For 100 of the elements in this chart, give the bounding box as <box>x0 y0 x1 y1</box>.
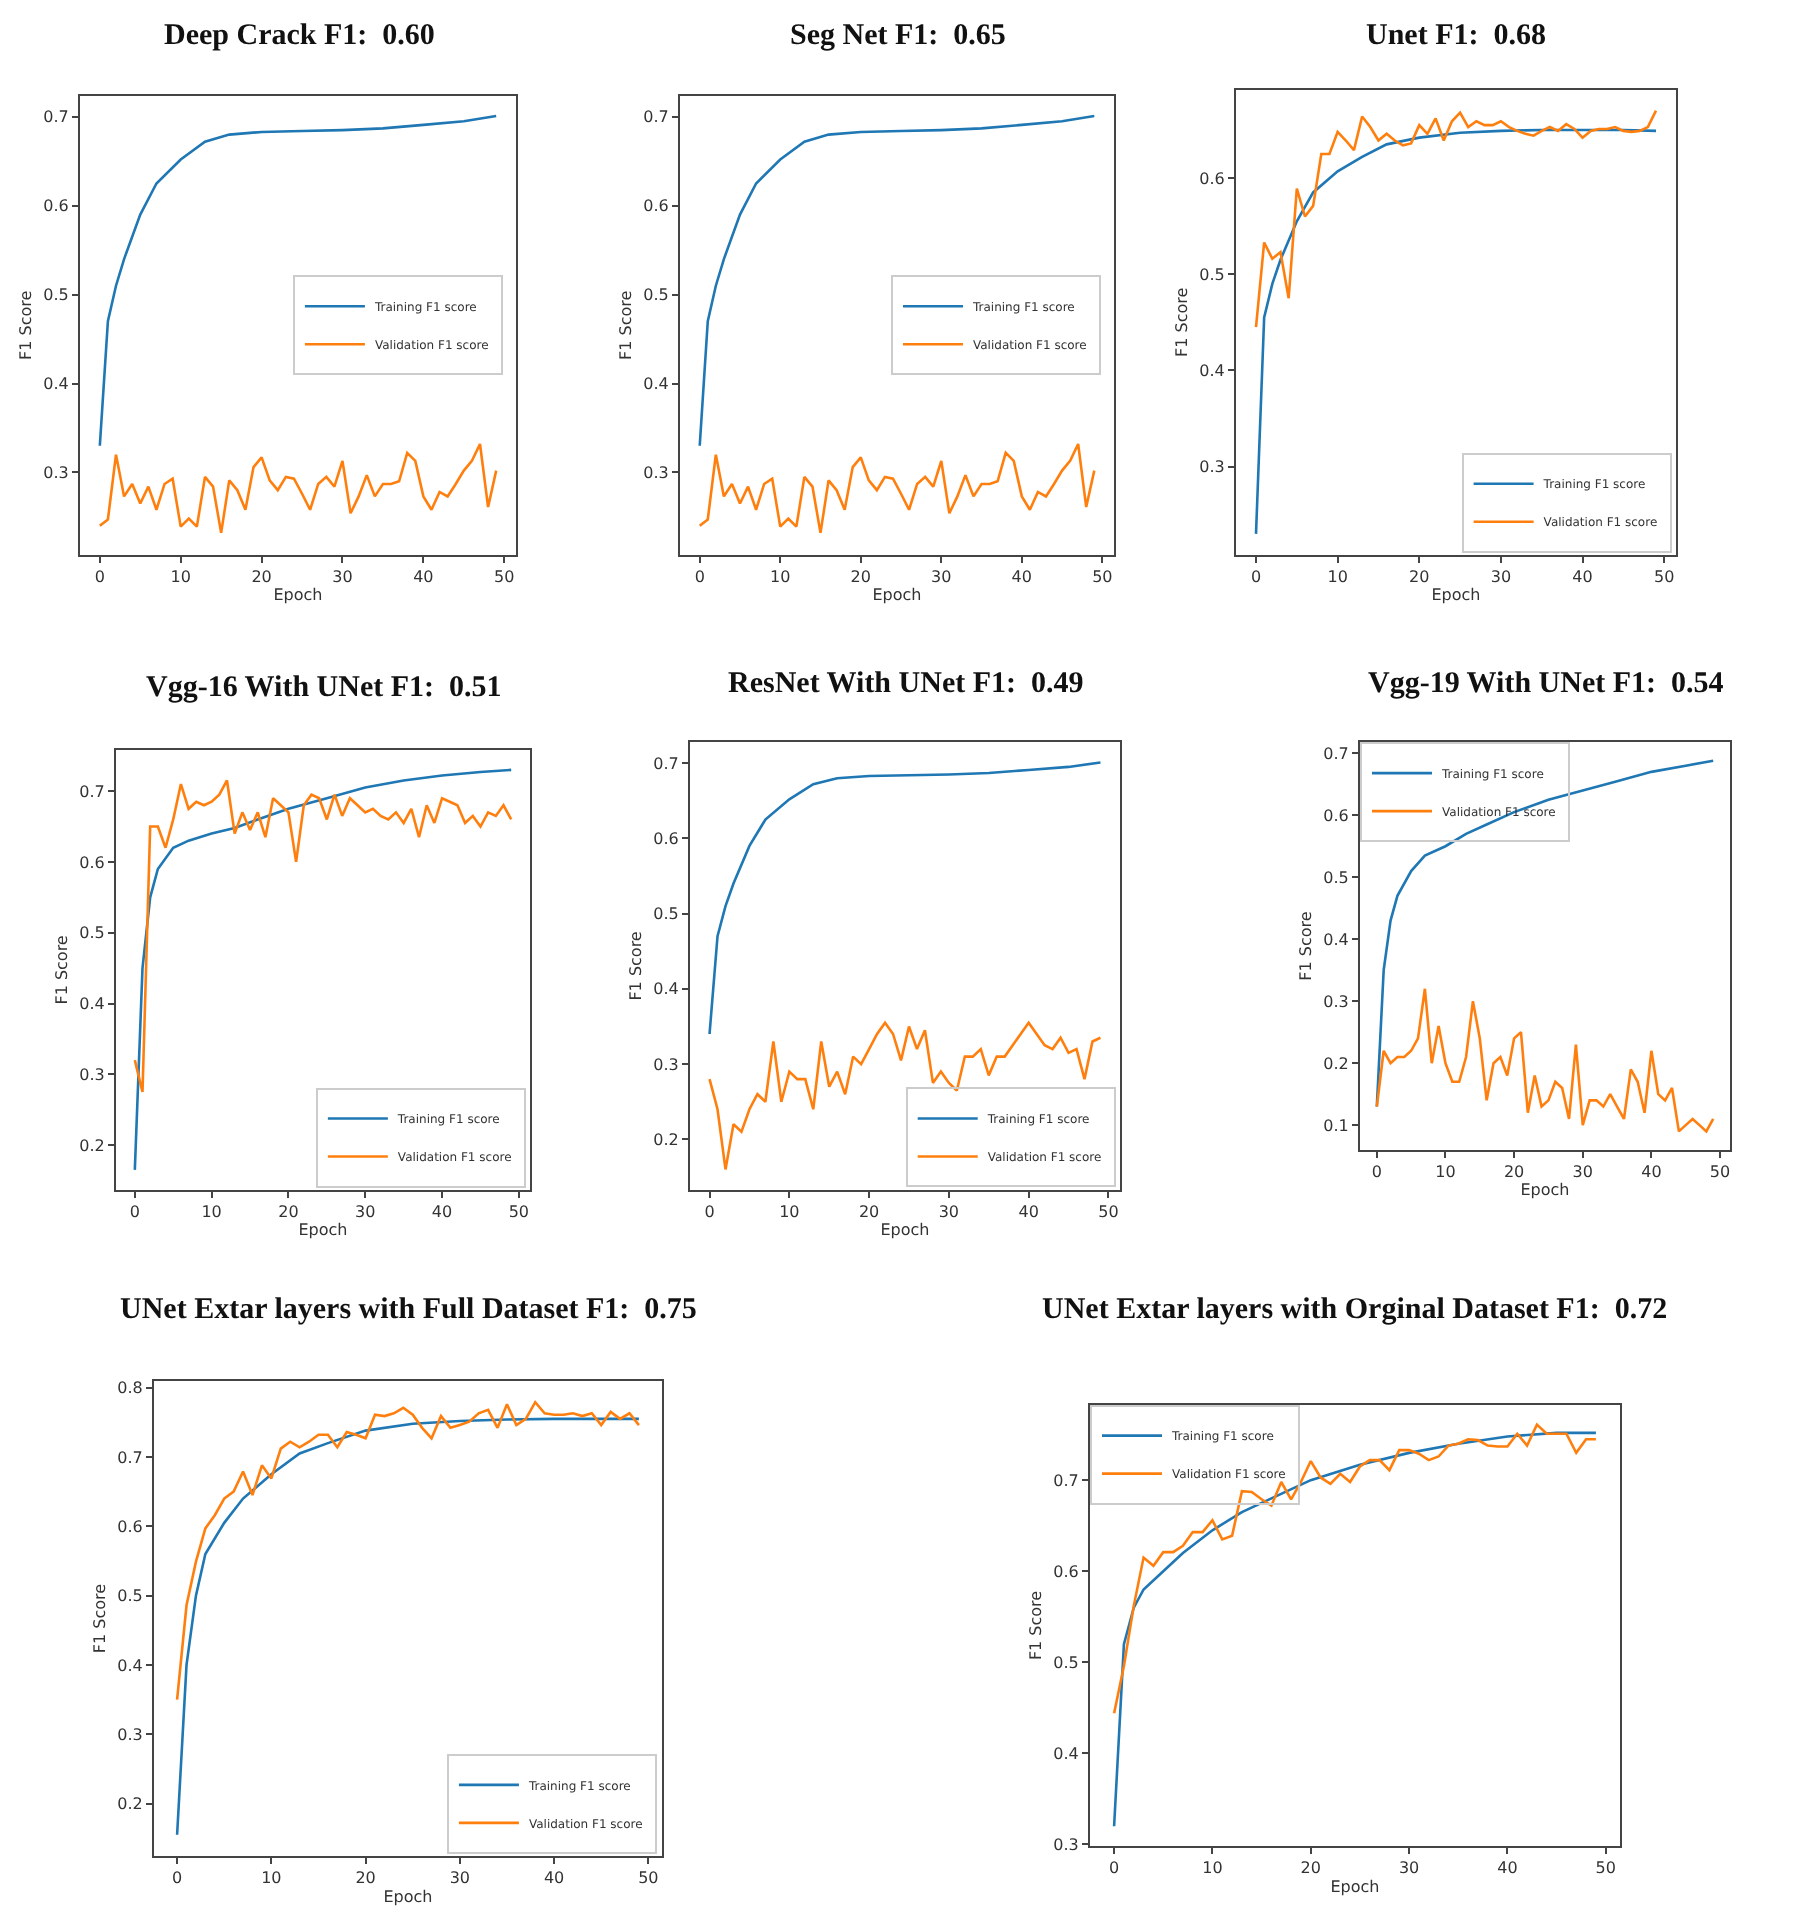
x-axis-title: Epoch <box>383 1887 433 1906</box>
x-tick-label: 50 <box>494 568 515 587</box>
x-tick-label: 30 <box>931 568 952 587</box>
x-tick-label: 30 <box>332 568 353 587</box>
x-tick-label: 10 <box>1435 1163 1456 1182</box>
line-series <box>98 114 498 448</box>
y-tick-label: 0.7 <box>79 782 105 801</box>
x-tick-label: 40 <box>543 1869 565 1888</box>
y-tick-label: 0.6 <box>1199 169 1225 188</box>
y-axis-title: F1 Score <box>90 1583 109 1654</box>
y-tick-label: 0.6 <box>43 197 69 216</box>
x-tick-label: 40 <box>1018 1202 1039 1221</box>
y-tick-label: 0.6 <box>117 1517 143 1536</box>
y-tick-label: 0.5 <box>43 286 69 305</box>
chart-title: UNet Extar layers with Orginal Dataset F1: 0.72 <box>1042 1294 1668 1326</box>
x-axis-title: Epoch <box>1520 1181 1570 1200</box>
x-tick-label: 50 <box>1709 1163 1731 1182</box>
x-axis-title: Epoch <box>880 1221 930 1240</box>
x-tick-label: 50 <box>1092 568 1113 587</box>
line-series <box>175 1400 641 1701</box>
y-tick-label: 0.4 <box>117 1656 143 1675</box>
x-tick-label: 50 <box>638 1869 659 1888</box>
x-tick-label: 20 <box>251 568 272 587</box>
line-series <box>98 442 498 535</box>
x-tick-label: 30 <box>355 1202 376 1221</box>
y-tick-label: 0.2 <box>653 1130 679 1149</box>
line-series <box>133 779 513 1094</box>
x-tick-label: 30 <box>1572 1163 1593 1182</box>
line-series <box>708 761 1102 1036</box>
y-tick-label: 0.4 <box>1323 930 1349 949</box>
y-tick-label: 0.3 <box>117 1725 143 1744</box>
x-tick-label: 10 <box>201 1202 222 1221</box>
line-series <box>1112 1423 1598 1715</box>
y-axis-title: F1 Score <box>1026 1590 1045 1661</box>
x-tick-label: 40 <box>1011 568 1032 587</box>
chart-title: Unet F1: 0.68 <box>1366 20 1546 52</box>
x-tick-label: 40 <box>1572 568 1593 587</box>
y-tick-label: 0.2 <box>79 1136 105 1155</box>
y-tick-label: 0.3 <box>1199 458 1225 477</box>
y-tick-label: 0.3 <box>643 464 669 483</box>
y-tick-label: 0.5 <box>1053 1653 1079 1672</box>
x-tick-label: 30 <box>449 1869 471 1888</box>
chart-title: Seg Net F1: 0.65 <box>790 20 1006 52</box>
y-tick-label: 0.5 <box>79 924 105 943</box>
x-tick-label: 10 <box>1202 1859 1223 1878</box>
x-tick-label: 10 <box>1327 568 1348 587</box>
x-tick-label: 20 <box>355 1869 376 1888</box>
y-axis-title: F1 Score <box>626 931 645 1001</box>
y-tick-label: 0.7 <box>653 754 679 773</box>
y-axis-title: F1 Score <box>616 290 635 360</box>
y-tick-label: 0.7 <box>1323 744 1349 763</box>
y-tick-label: 0.4 <box>1053 1744 1079 1763</box>
x-tick-label: 50 <box>508 1202 530 1221</box>
y-tick-label: 0.4 <box>79 995 105 1014</box>
x-tick-label: 10 <box>170 568 191 587</box>
x-tick-label: 0 <box>1109 1859 1120 1878</box>
line-series <box>1254 109 1658 329</box>
y-tick-label: 0.4 <box>43 375 69 394</box>
y-tick-label: 0.3 <box>1323 992 1349 1011</box>
y-axis-title: F1 Score <box>16 290 35 360</box>
x-tick-label: 30 <box>938 1202 960 1221</box>
y-tick-label: 0.6 <box>79 853 105 872</box>
line-series <box>698 114 1096 448</box>
x-axis-title: Epoch <box>872 586 922 605</box>
y-tick-label: 0.6 <box>643 197 669 216</box>
y-tick-label: 0.5 <box>643 286 669 305</box>
chart-title: Vgg-16 With UNet F1: 0.51 <box>146 672 502 704</box>
y-tick-label: 0.6 <box>653 830 679 848</box>
x-tick-label: 20 <box>1300 1859 1321 1878</box>
y-tick-label: 0.4 <box>643 375 669 394</box>
y-axis-title: F1 Score <box>1172 287 1191 357</box>
line-series <box>175 1417 641 1837</box>
x-tick-label: 0 <box>1371 1163 1382 1182</box>
x-tick-label: 10 <box>261 1869 282 1888</box>
x-tick-label: 50 <box>1653 568 1675 587</box>
y-tick-label: 0.5 <box>1323 868 1349 887</box>
y-tick-label: 0.7 <box>117 1448 143 1467</box>
chart-title: UNet Extar layers with Full Dataset F1: 0.75 <box>120 1294 697 1326</box>
x-tick-label: 50 <box>1098 1202 1119 1221</box>
chart-title: Vgg-19 With UNet F1: 0.54 <box>1368 668 1725 700</box>
x-tick-label: 50 <box>1595 1859 1616 1878</box>
x-tick-label: 0 <box>1250 568 1262 587</box>
chart-title: Deep Crack F1: 0.60 <box>164 20 435 52</box>
line-series <box>1375 987 1715 1133</box>
x-tick-label: 30 <box>1490 568 1512 587</box>
y-tick-label: 0.7 <box>1053 1471 1079 1490</box>
x-tick-label: 0 <box>172 1869 183 1888</box>
x-tick-label: 20 <box>1409 568 1430 587</box>
x-tick-label: 40 <box>413 568 434 587</box>
y-tick-label: 0.5 <box>117 1587 143 1606</box>
y-tick-label: 0.2 <box>117 1795 143 1814</box>
y-tick-label: 0.1 <box>1323 1116 1349 1135</box>
y-tick-label: 0.4 <box>653 980 679 999</box>
line-series <box>1254 128 1658 536</box>
x-tick-label: 20 <box>850 568 871 587</box>
x-axis-title: Epoch <box>1330 1877 1380 1896</box>
y-tick-label: 0.3 <box>43 464 69 483</box>
x-tick-label: 10 <box>779 1202 800 1221</box>
line-series <box>708 1021 1102 1171</box>
y-tick-label: 0.4 <box>1199 362 1225 380</box>
